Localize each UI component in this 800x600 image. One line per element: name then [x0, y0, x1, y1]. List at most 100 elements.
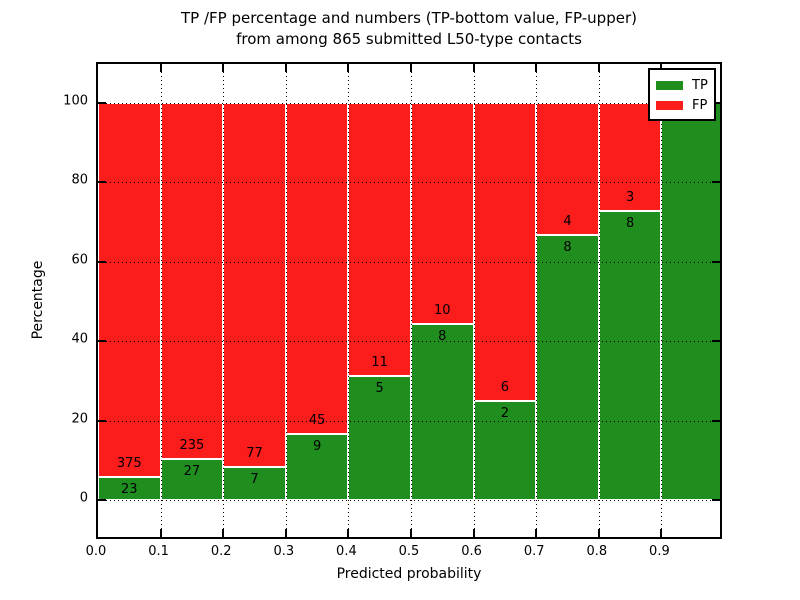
bar-segment-tp [661, 103, 720, 500]
y-tick-label: 100 [63, 93, 88, 109]
x-tick-label: 0.3 [273, 544, 295, 559]
y-tick-mark [98, 260, 106, 263]
gridline-horizontal [98, 182, 720, 184]
y-tick-mark [712, 102, 720, 104]
gridline-horizontal [98, 103, 720, 104]
bar-segment-tp [160, 459, 224, 500]
bar-count-label-fp: 3 [625, 190, 635, 206]
bar-count-label-fp: 6 [500, 379, 510, 395]
x-tick-label: 0.2 [210, 544, 232, 559]
x-tick-mark [410, 64, 412, 72]
bar-segment-fp [98, 103, 161, 478]
y-tick-mark [712, 499, 720, 501]
bar-count-label-fp: 10 [434, 302, 451, 318]
y-tick-mark [98, 102, 106, 104]
x-tick-mark [535, 64, 538, 72]
y-tick-label: 80 [71, 172, 88, 188]
chart-title: TP /FP percentage and numbers (TP-bottom… [96, 8, 722, 51]
x-tick-label: 0.1 [148, 544, 169, 559]
legend-row-tp: TP [656, 75, 708, 95]
y-tick-mark [712, 419, 720, 422]
bar-count-label-tp: 9 [312, 438, 322, 454]
chart-title-line2: from among 865 submitted L50-type contac… [236, 30, 582, 49]
bar-segment-tp [223, 466, 286, 500]
bar-count-label-fp: 77 [246, 445, 263, 461]
y-tick-label: 0 [79, 490, 88, 506]
gridline-vertical [285, 64, 287, 537]
legend-row-fp: FP [656, 95, 708, 115]
y-tick-label: 20 [71, 411, 88, 427]
y-tick-label: 60 [71, 252, 88, 268]
y-tick-mark [712, 181, 720, 184]
x-tick-mark [347, 64, 350, 72]
gridline-vertical [536, 64, 538, 537]
bar-count-label-fp: 375 [116, 456, 142, 472]
x-tick-mark [597, 529, 600, 537]
x-tick-label: 0.9 [649, 544, 670, 559]
bar-count-label-tp: 7 [250, 471, 259, 487]
bar-segment-fp [348, 103, 411, 376]
bar-count-label-tp: 8 [438, 328, 447, 344]
y-tick-mark [712, 340, 720, 343]
chart-title-line1: TP /FP percentage and numbers (TP-bottom… [181, 9, 637, 27]
x-tick-mark [660, 529, 663, 537]
x-tick-mark [222, 529, 225, 537]
x-tick-mark [284, 529, 287, 537]
x-tick-label: 0.8 [586, 544, 608, 559]
y-tick-mark [98, 340, 106, 343]
gridline-vertical [160, 64, 162, 537]
gridline-vertical [473, 64, 475, 537]
x-tick-mark [472, 64, 475, 72]
y-tick-mark [98, 419, 106, 422]
bar-segment-fp [160, 103, 224, 460]
x-tick-mark [222, 64, 225, 72]
gridline-horizontal [98, 500, 720, 501]
legend-swatch-tp [656, 80, 683, 90]
gridline-vertical [598, 64, 600, 537]
x-axis-label: Predicted probability [336, 566, 482, 582]
gridline-vertical [223, 64, 225, 537]
legend-label-tp: TP [692, 77, 708, 93]
gridline-vertical [348, 64, 350, 537]
bar-segment-fp [411, 103, 474, 324]
gridline-horizontal [98, 341, 720, 343]
bar-count-label-fp: 235 [179, 438, 205, 454]
x-tick-mark [472, 529, 475, 537]
x-tick-label: 0.4 [336, 544, 357, 559]
y-tick-mark [98, 499, 106, 501]
bar-segment-fp [223, 103, 286, 467]
bar-count-label-fp: 4 [563, 214, 572, 230]
bar-count-label-tp: 5 [375, 380, 384, 396]
bar-segment-tp [98, 477, 161, 500]
x-tick-mark [597, 64, 600, 72]
x-tick-label: 0.6 [461, 544, 482, 559]
bar-count-label-tp: 27 [183, 464, 201, 480]
bar-segment-tp [411, 323, 474, 500]
plot-canvas: 23375272357779455118102684832 [98, 64, 720, 537]
bar-segment-tp [536, 235, 599, 500]
legend-label-fp: FP [692, 97, 708, 113]
gridline-vertical [661, 64, 663, 537]
x-tick-mark [159, 64, 162, 72]
bar-count-label-tp: 8 [625, 216, 635, 232]
bar-count-label-fp: 45 [308, 412, 326, 428]
x-tick-mark [159, 529, 162, 537]
bar-segment-fp [285, 103, 349, 434]
gridline-vertical [411, 64, 412, 537]
bar-count-label-tp: 23 [121, 482, 138, 498]
y-tick-mark [712, 260, 720, 263]
bar-segment-fp [473, 103, 537, 401]
bar-count-label-tp: 2 [500, 405, 510, 421]
x-tick-mark [410, 529, 412, 537]
bar-segment-fp [536, 103, 599, 236]
y-tick-label: 40 [71, 331, 88, 347]
bar-count-label-tp: 8 [563, 240, 572, 256]
gridline-horizontal [98, 420, 720, 422]
bar-segment-tp [598, 211, 662, 500]
x-tick-label: 0.5 [398, 544, 420, 559]
x-tick-mark [347, 529, 350, 537]
x-tick-label: 0.0 [85, 544, 107, 559]
x-tick-mark [284, 64, 287, 72]
legend-swatch-fp [656, 100, 683, 110]
